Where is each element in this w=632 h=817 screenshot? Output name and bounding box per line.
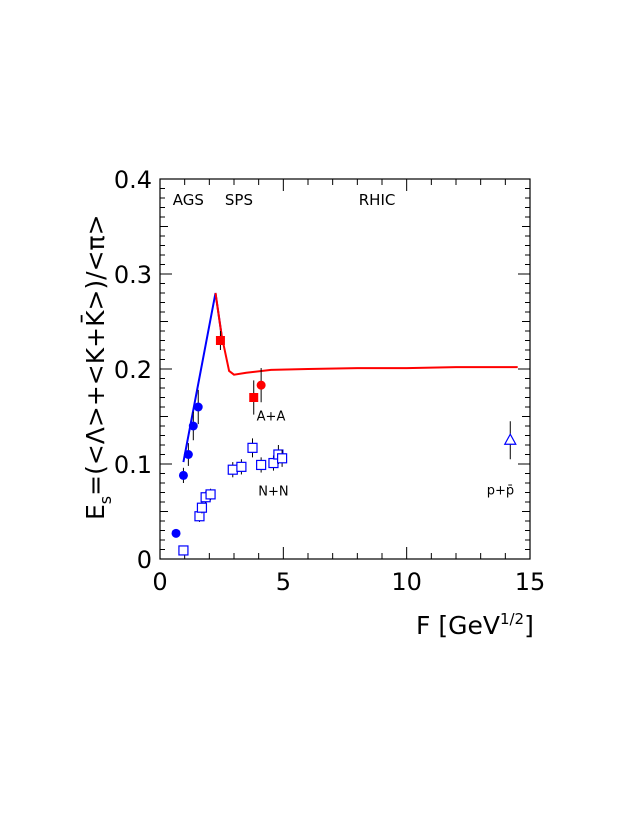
x-tick-label: 5 (276, 568, 291, 596)
data-point (178, 470, 188, 480)
data-point (178, 545, 189, 556)
data-point (256, 459, 267, 471)
data-point (249, 393, 259, 402)
data-point (188, 421, 198, 431)
data-point (256, 380, 266, 390)
y-tick-label: 0.3 (114, 261, 152, 289)
data-point (277, 453, 288, 464)
region-label: AGS (173, 191, 204, 209)
data-point (247, 442, 258, 453)
data-point (194, 511, 205, 522)
axis-ticks: 0 5 10 15 0 0.1 0.2 0.3 0.4 (114, 166, 545, 596)
y-axis-title: Es=(<Λ>+<K+K̄>)/<π> (80, 214, 115, 520)
annotation-label: N+N (258, 484, 288, 499)
data-point (236, 461, 247, 472)
annotation-label: A+A (257, 409, 286, 424)
data-point (171, 528, 181, 538)
data-points (171, 331, 517, 556)
x-tick-label: 0 (152, 568, 167, 596)
y-tick-label: 0 (137, 546, 152, 574)
text-labels: AGS SPS RHIC A+A N+N p+p̄ (173, 191, 514, 499)
data-point (196, 502, 208, 513)
region-label: RHIC (359, 191, 396, 209)
data-point (227, 464, 238, 475)
y-tick-label: 0.2 (114, 356, 152, 384)
y-tick-label: 0.4 (114, 166, 152, 194)
annotation-label: p+p̄ (487, 483, 514, 498)
model-curves (182, 292, 518, 463)
x-tick-label: 15 (515, 568, 546, 596)
data-point (268, 457, 279, 469)
y-tick-label: 0.1 (114, 451, 152, 479)
data-point (205, 489, 216, 500)
x-tick-label: 10 (391, 568, 422, 596)
data-point (183, 450, 193, 459)
model-curve (214, 292, 518, 376)
data-point (215, 336, 225, 345)
data-point (503, 433, 517, 445)
data-point (193, 402, 203, 412)
region-label: SPS (225, 191, 253, 209)
model-curve (182, 292, 223, 463)
x-axis-title: F [GeV1/2] (416, 610, 534, 640)
